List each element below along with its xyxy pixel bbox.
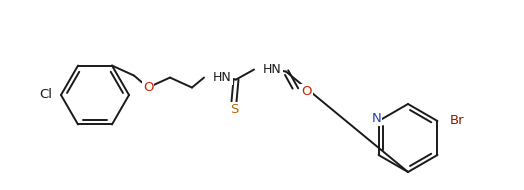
Text: Br: Br (450, 115, 464, 127)
Text: HN: HN (263, 63, 282, 76)
Text: O: O (143, 81, 153, 94)
Text: N: N (372, 112, 381, 124)
Text: HN: HN (213, 71, 232, 84)
Text: O: O (301, 85, 311, 98)
Text: Cl: Cl (39, 89, 52, 101)
Text: S: S (230, 103, 238, 116)
